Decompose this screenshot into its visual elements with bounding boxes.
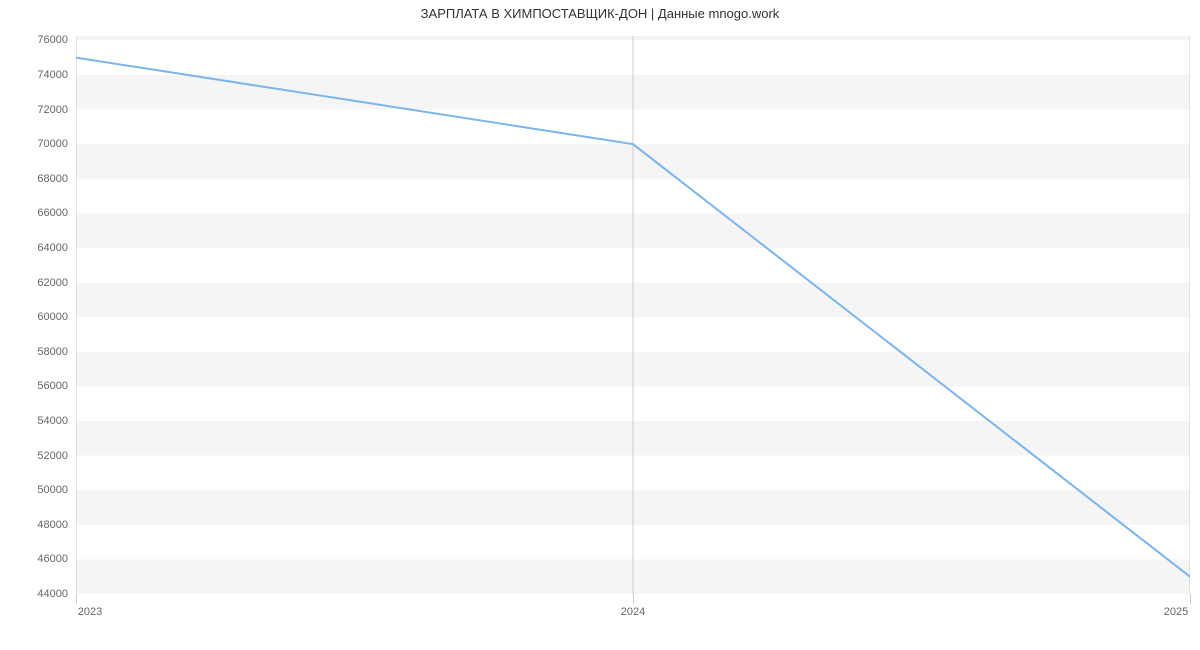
- y-tick-label: 44000: [37, 588, 68, 600]
- x-tick-label: 2023: [78, 606, 102, 618]
- plot-area: [76, 36, 1190, 594]
- y-tick-label: 58000: [37, 346, 68, 358]
- x-tick-label: 2025: [1164, 606, 1188, 618]
- x-tick-mark: [76, 594, 77, 604]
- y-tick-label: 76000: [37, 34, 68, 46]
- y-tick-label: 66000: [37, 207, 68, 219]
- y-tick-label: 68000: [37, 173, 68, 185]
- x-tick-label: 2024: [621, 606, 645, 618]
- y-tick-label: 46000: [37, 553, 68, 565]
- y-tick-label: 64000: [37, 242, 68, 254]
- y-tick-label: 62000: [37, 277, 68, 289]
- y-tick-label: 54000: [37, 415, 68, 427]
- y-tick-label: 74000: [37, 69, 68, 81]
- y-tick-label: 52000: [37, 450, 68, 462]
- y-tick-label: 72000: [37, 104, 68, 116]
- y-tick-label: 48000: [37, 519, 68, 531]
- x-tick-mark: [633, 594, 634, 604]
- y-tick-label: 70000: [37, 138, 68, 150]
- chart-svg: [76, 36, 1190, 594]
- y-tick-label: 50000: [37, 484, 68, 496]
- y-tick-label: 60000: [37, 311, 68, 323]
- chart-container: ЗАРПЛАТА В ХИМПОСТАВЩИК-ДОН | Данные mno…: [0, 0, 1200, 650]
- x-tick-mark: [1190, 594, 1191, 604]
- y-tick-label: 56000: [37, 380, 68, 392]
- chart-title: ЗАРПЛАТА В ХИМПОСТАВЩИК-ДОН | Данные mno…: [0, 6, 1200, 21]
